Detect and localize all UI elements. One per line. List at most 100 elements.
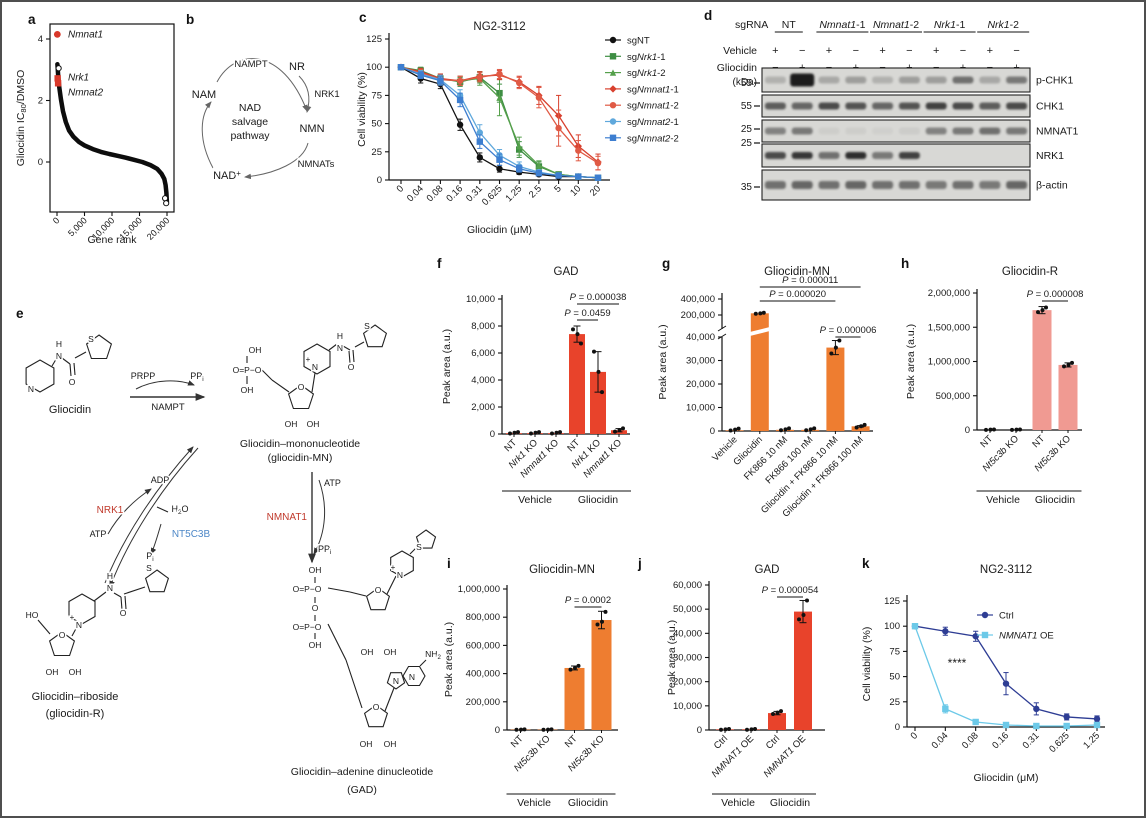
svg-text:O: O xyxy=(348,362,355,372)
svg-text:30,000: 30,000 xyxy=(686,356,715,367)
svg-text:sgNmnat2-1: sgNmnat2-1 xyxy=(627,117,679,128)
svg-text:100: 100 xyxy=(884,621,900,632)
svg-text:Ctrl: Ctrl xyxy=(764,733,782,751)
svg-text:0: 0 xyxy=(710,426,715,437)
svg-text:55: 55 xyxy=(741,101,753,112)
svg-text:N: N xyxy=(409,672,415,682)
svg-text:NRK1: NRK1 xyxy=(314,89,339,100)
svg-text:Nmnat1: Nmnat1 xyxy=(68,29,103,40)
svg-text:Gene rank: Gene rank xyxy=(87,234,137,246)
svg-text:0: 0 xyxy=(697,725,702,736)
svg-text:Gliocidin (μM): Gliocidin (μM) xyxy=(467,224,532,236)
svg-text:NAM: NAM xyxy=(192,89,216,101)
svg-text:5,000: 5,000 xyxy=(66,215,89,238)
svg-text:S: S xyxy=(88,334,94,344)
svg-text:P = 0.0002: P = 0.0002 xyxy=(565,595,611,606)
svg-text:β-actin: β-actin xyxy=(1036,180,1068,192)
svg-text:Gliocidin IC80/DMSO: Gliocidin IC80/DMSO xyxy=(15,70,28,167)
svg-text:0.04: 0.04 xyxy=(405,183,426,204)
svg-text:NT: NT xyxy=(565,437,582,454)
svg-text:40,000: 40,000 xyxy=(673,628,702,639)
svg-text:−: − xyxy=(1013,45,1019,57)
svg-text:NMNATs: NMNATs xyxy=(298,159,335,170)
svg-text:+: + xyxy=(391,563,396,572)
svg-text:O: O xyxy=(59,630,66,640)
svg-text:P = 0.000006: P = 0.000006 xyxy=(820,325,877,336)
svg-text:5: 5 xyxy=(552,183,564,195)
svg-text:Cell viability (%): Cell viability (%) xyxy=(861,627,873,702)
svg-text:****: **** xyxy=(948,656,967,670)
svg-text:Vehicle: Vehicle xyxy=(517,797,551,809)
svg-text:6,000: 6,000 xyxy=(471,348,495,359)
svg-text:H: H xyxy=(337,331,343,341)
svg-text:S: S xyxy=(146,563,152,573)
svg-text:sgNrk1-1: sgNrk1-1 xyxy=(627,52,666,63)
svg-text:0: 0 xyxy=(909,730,921,742)
svg-text:O=P−O: O=P−O xyxy=(293,584,322,594)
svg-text:0.08: 0.08 xyxy=(960,730,981,751)
svg-text:sgNrk1-2: sgNrk1-2 xyxy=(627,68,666,79)
svg-text:0.625: 0.625 xyxy=(480,183,505,208)
svg-text:2,000: 2,000 xyxy=(471,402,495,413)
svg-text:0.08: 0.08 xyxy=(425,183,446,204)
svg-text:N: N xyxy=(107,583,113,593)
svg-text:1.25: 1.25 xyxy=(503,183,524,204)
svg-text:Gliocidin-MN: Gliocidin-MN xyxy=(529,564,595,576)
svg-text:PRPP: PRPP xyxy=(131,371,156,381)
svg-text:O=P−O: O=P−O xyxy=(233,365,262,375)
svg-text:+: + xyxy=(826,45,832,57)
svg-text:pathway: pathway xyxy=(230,130,270,142)
svg-text:sgNmnat1-2: sgNmnat1-2 xyxy=(627,101,679,112)
svg-text:(gliocidin-MN): (gliocidin-MN) xyxy=(268,452,333,464)
panel-d-western-blot: sgRNA NT Nmnat1-1 Nmnat1-2 Nrk1-1 Nrk1-2 Vehic… xyxy=(717,19,1079,201)
svg-text:Nrk1: Nrk1 xyxy=(68,72,89,83)
svg-text:O: O xyxy=(298,382,305,392)
svg-text:NMNAT1: NMNAT1 xyxy=(1036,126,1079,138)
svg-text:30,000: 30,000 xyxy=(673,653,702,664)
svg-text:400,000: 400,000 xyxy=(681,294,715,305)
svg-text:600,000: 600,000 xyxy=(466,640,500,651)
svg-text:10: 10 xyxy=(568,183,583,198)
svg-text:20,000: 20,000 xyxy=(686,379,715,390)
svg-text:NH2: NH2 xyxy=(425,649,441,661)
svg-text:Cell viability (%): Cell viability (%) xyxy=(356,72,368,147)
panel-a-label: a xyxy=(28,12,36,27)
svg-text:(gliocidin-R): (gliocidin-R) xyxy=(46,708,105,720)
svg-text:125: 125 xyxy=(366,34,382,45)
svg-text:OH: OH xyxy=(307,419,320,429)
svg-text:400,000: 400,000 xyxy=(466,669,500,680)
svg-text:N: N xyxy=(397,570,403,580)
svg-text:60,000: 60,000 xyxy=(673,580,702,591)
svg-text:2: 2 xyxy=(38,96,43,107)
svg-text:p-CHK1: p-CHK1 xyxy=(1036,75,1074,87)
svg-text:0: 0 xyxy=(38,157,43,168)
svg-text:ATP: ATP xyxy=(324,478,341,488)
svg-text:0: 0 xyxy=(395,183,407,195)
svg-text:H: H xyxy=(107,571,113,581)
svg-text:NRK1: NRK1 xyxy=(1036,150,1064,162)
svg-text:NT5C3B: NT5C3B xyxy=(172,529,211,540)
svg-text:N: N xyxy=(56,351,62,361)
svg-text:0: 0 xyxy=(965,425,970,436)
svg-text:P = 0.000011: P = 0.000011 xyxy=(782,275,838,286)
svg-text:OH: OH xyxy=(309,640,322,650)
svg-text:2.5: 2.5 xyxy=(527,183,544,200)
svg-text:1,500,000: 1,500,000 xyxy=(928,322,970,333)
svg-text:N: N xyxy=(28,384,34,394)
svg-text:Gliocidin: Gliocidin xyxy=(770,797,810,809)
svg-text:NMN: NMN xyxy=(299,123,324,135)
svg-text:Gliocidin–adenine dinucleotide: Gliocidin–adenine dinucleotide xyxy=(291,766,434,778)
svg-text:Nmnat2: Nmnat2 xyxy=(68,87,103,98)
svg-text:O: O xyxy=(120,608,127,618)
svg-text:O=P−O: O=P−O xyxy=(293,622,322,632)
svg-text:55: 55 xyxy=(741,78,753,89)
svg-text:35: 35 xyxy=(741,182,753,193)
svg-text:OH: OH xyxy=(241,385,254,395)
svg-text:2,000,000: 2,000,000 xyxy=(928,288,970,299)
svg-text:75: 75 xyxy=(889,646,900,657)
panel-g-gliocidin-mn-bar-chart: 010,00020,00030,00040,000200,000400,000V… xyxy=(657,266,877,520)
svg-text:Vehicle: Vehicle xyxy=(518,494,552,506)
svg-text:0: 0 xyxy=(495,725,500,736)
